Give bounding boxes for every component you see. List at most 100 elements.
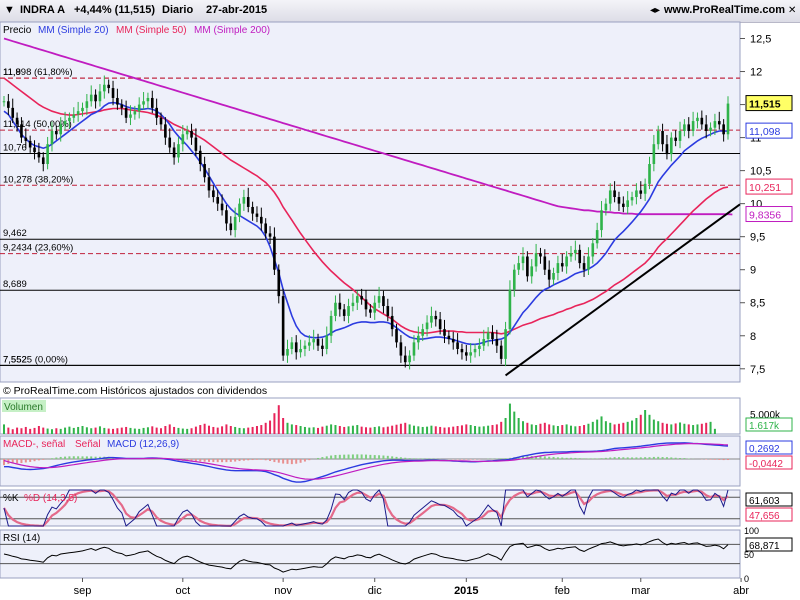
candle-body (68, 117, 71, 122)
candle-body (556, 263, 560, 274)
value-tag-box (745, 95, 793, 112)
candle-body (648, 164, 651, 184)
volume-bar (273, 413, 276, 434)
xtick-label: sep (74, 585, 92, 597)
value-tag-label: 10,251 (749, 182, 781, 194)
candle-body (717, 121, 721, 125)
volume-bar (356, 425, 359, 434)
volume-bar (351, 425, 354, 434)
volume-bar (338, 426, 341, 434)
candle-body (98, 91, 102, 102)
close-icon[interactable]: ✕ (788, 5, 797, 16)
volume-bar (133, 428, 136, 434)
volume-bar (255, 426, 258, 434)
volume-bar (412, 425, 415, 434)
candle-body (696, 117, 699, 122)
volume-bar (517, 418, 520, 434)
volume-bar (679, 422, 682, 434)
rsi-panel-bg (0, 529, 741, 579)
candle-body (595, 230, 599, 244)
candle-body (382, 296, 385, 307)
macd-tag-label: 0,2692 (749, 444, 780, 455)
xtick-label: dic (368, 585, 383, 597)
candle-body (342, 309, 346, 316)
volume-bar (68, 426, 71, 434)
candle-body (709, 127, 712, 131)
volume-bar (125, 426, 128, 434)
candle-body (172, 147, 176, 158)
menu-arrow-icon[interactable]: ▼ (4, 4, 15, 16)
window-arrows-icon[interactable]: ◂▸ (650, 5, 661, 16)
candle-body (465, 352, 468, 356)
candle-body (495, 339, 499, 346)
volume-bar (212, 426, 215, 434)
change-label: +4,44% (11,515) (74, 4, 156, 16)
candle-body (24, 137, 28, 141)
candle-body (290, 342, 294, 349)
candle-body (286, 348, 289, 356)
volume-bar (539, 423, 542, 434)
price-ytick-label: 10,5 (750, 166, 771, 178)
volume-bar (282, 418, 285, 434)
candle-body (85, 101, 89, 108)
volume-bar (142, 427, 145, 434)
candle-body (508, 289, 512, 330)
volume-bar (404, 422, 407, 434)
candle-body (608, 190, 612, 204)
candle-body (220, 203, 224, 211)
volume-bar (552, 425, 555, 434)
volume-bar (600, 416, 603, 434)
volume-bar (417, 426, 420, 434)
candle-body (687, 124, 691, 131)
candle-body (669, 137, 673, 155)
candle-body (600, 210, 603, 231)
volume-bar (46, 428, 49, 434)
candle-body (443, 329, 446, 336)
candle-body (691, 121, 695, 131)
volume-bar (587, 423, 590, 434)
candle-body (630, 197, 634, 201)
volume-bar (556, 426, 559, 434)
candle-body (478, 345, 481, 349)
candle-body (683, 124, 686, 131)
candle-body (460, 348, 464, 353)
xtick-label: nov (274, 585, 292, 597)
candle-body (617, 197, 621, 204)
candle-body (473, 348, 477, 353)
volume-bar (11, 429, 14, 434)
candle-body (2, 101, 6, 103)
candle-body (704, 124, 708, 131)
xtick-label: feb (555, 585, 570, 597)
candle-body (55, 130, 58, 135)
candle-body (521, 256, 525, 264)
volume-bar (700, 423, 703, 434)
volume-bar (482, 426, 485, 434)
volume-bar (713, 428, 716, 434)
value-tag-box (745, 178, 793, 195)
volume-bar (447, 427, 450, 434)
volume-bar (207, 425, 210, 434)
volume-bar (452, 426, 455, 434)
candle-body (547, 269, 551, 280)
volume-bar (369, 427, 372, 434)
volume-bar (569, 425, 572, 434)
volume-bar (203, 423, 206, 434)
legend-ma20: MM (Simple 20) (38, 25, 109, 36)
candle-body (369, 309, 372, 313)
macd-signal-line (3, 443, 729, 480)
candle-body (146, 97, 150, 102)
volume-bar (334, 425, 337, 434)
volume-bar (622, 422, 625, 434)
volume-bar (474, 426, 477, 434)
volume-bar (16, 427, 19, 434)
volume-bar (652, 419, 655, 434)
volume-bar (495, 424, 498, 434)
rsi-ytick-label: 100 (744, 526, 759, 536)
price-panel-bg (0, 21, 741, 383)
candle-body (181, 134, 185, 145)
candle-body (539, 253, 542, 257)
volume-bar (33, 427, 36, 434)
volume-bar (264, 422, 267, 434)
ma200-line (3, 37, 733, 216)
candle-body (155, 107, 158, 118)
